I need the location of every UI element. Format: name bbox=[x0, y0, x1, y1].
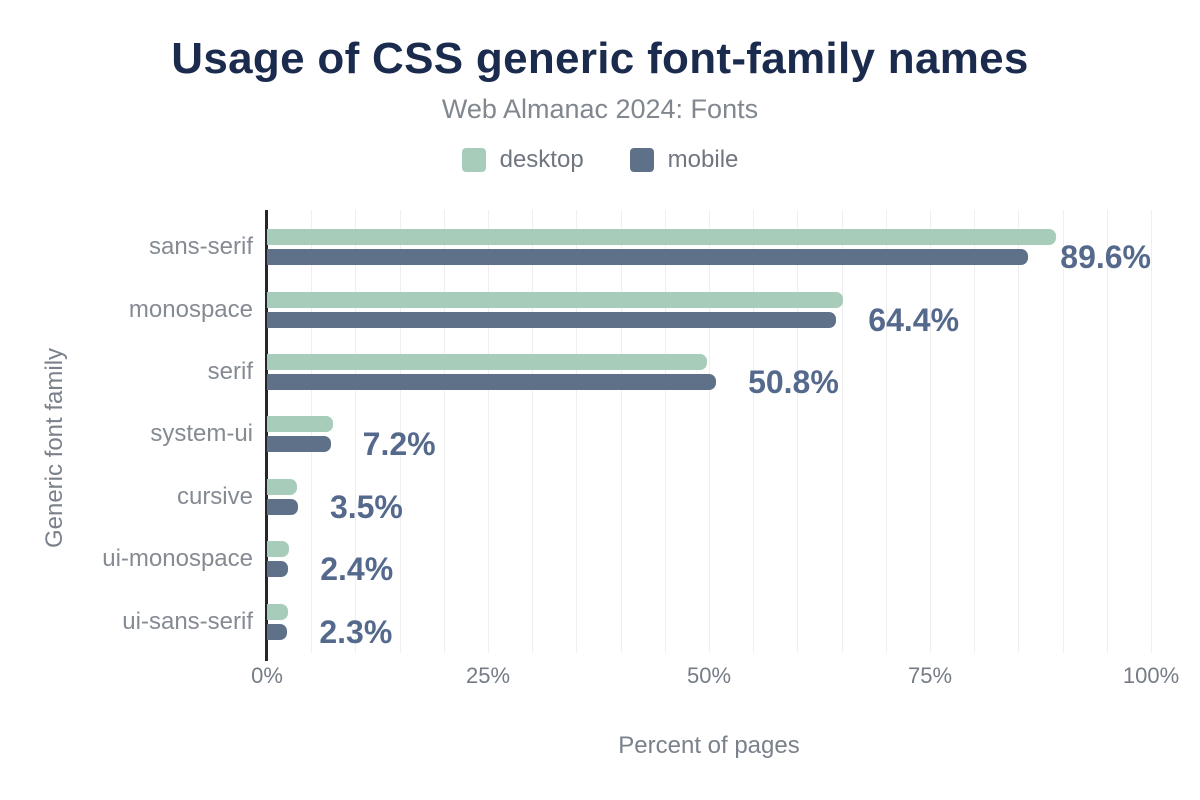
bar-mobile bbox=[267, 311, 837, 328]
bar-line-desktop bbox=[267, 416, 1151, 433]
x-axis-ticks: 0% 25% 50% 75% 100% bbox=[251, 663, 1179, 693]
bar-group: 3.5% bbox=[267, 466, 1151, 528]
bar-line-desktop bbox=[267, 229, 1151, 246]
chart-subtitle: Web Almanac 2024: Fonts bbox=[441, 94, 759, 124]
bar-rows: 89.6% 64.4% 50.8% 7.2% 3.5% 2.4% 2.3% bbox=[267, 210, 1151, 653]
bar-line-desktop bbox=[267, 603, 1151, 620]
gridline bbox=[664, 210, 666, 653]
bar-group: 2.3% bbox=[267, 591, 1151, 653]
x-tick-label: 25% bbox=[465, 663, 511, 688]
category-label: system-ui bbox=[150, 420, 253, 448]
bar-group: 89.6% bbox=[267, 216, 1151, 278]
bar-line-mobile: 3.5% bbox=[267, 491, 1151, 523]
bar-group: 50.8% bbox=[267, 341, 1151, 403]
legend-swatch-mobile bbox=[629, 148, 654, 172]
category-label: ui-monospace bbox=[102, 545, 253, 573]
value-label: 89.6% bbox=[1060, 239, 1151, 276]
gridline bbox=[930, 210, 931, 653]
bar-desktop bbox=[267, 603, 289, 620]
bar-mobile bbox=[267, 374, 717, 391]
value-label: 2.4% bbox=[320, 551, 394, 588]
bar-desktop bbox=[267, 541, 290, 558]
x-tick-label: 0% bbox=[251, 663, 283, 688]
category-label: cursive bbox=[176, 482, 253, 510]
gridline bbox=[1018, 210, 1020, 653]
legend-item-mobile: mobile bbox=[629, 146, 739, 174]
bar-line-desktop bbox=[267, 478, 1151, 495]
value-label: 50.8% bbox=[748, 364, 839, 401]
gridline bbox=[355, 210, 357, 653]
x-axis-title: Percent of pages bbox=[618, 732, 800, 759]
category-label: sans-serif bbox=[148, 233, 253, 261]
bar-group: 64.4% bbox=[267, 278, 1151, 340]
value-label: 7.2% bbox=[362, 426, 436, 463]
gridline bbox=[620, 210, 622, 653]
value-label: 64.4% bbox=[868, 301, 960, 338]
bar-desktop bbox=[267, 229, 1057, 246]
x-tick-label: 50% bbox=[686, 663, 732, 688]
bar-line-mobile: 50.8% bbox=[267, 366, 1151, 398]
legend-label: mobile bbox=[667, 146, 739, 173]
gridline bbox=[709, 210, 710, 653]
value-label: 3.5% bbox=[329, 488, 403, 525]
bar-line-mobile: 2.3% bbox=[267, 616, 1151, 648]
x-tick-label: 100% bbox=[1122, 663, 1180, 688]
bar-mobile bbox=[267, 561, 289, 578]
gridline bbox=[532, 210, 534, 653]
bar-mobile bbox=[267, 249, 1029, 266]
gridline bbox=[1062, 210, 1064, 653]
gridline bbox=[399, 210, 401, 653]
gridline bbox=[974, 210, 976, 653]
plot-area: 89.6% 64.4% 50.8% 7.2% 3.5% 2.4% 2.3% 0% 25% 50%… bbox=[251, 210, 1179, 759]
gridline bbox=[443, 210, 445, 653]
gridline bbox=[841, 210, 843, 653]
legend-label: desktop bbox=[499, 146, 584, 173]
bar-line-mobile: 89.6% bbox=[267, 241, 1151, 273]
bar-line-desktop bbox=[267, 541, 1151, 558]
gridline bbox=[797, 210, 799, 653]
chart-title: Usage of CSS generic font-family names bbox=[171, 34, 1029, 83]
gridline bbox=[885, 210, 887, 653]
bar-line-mobile: 7.2% bbox=[267, 428, 1151, 460]
bar-group: 7.2% bbox=[267, 403, 1151, 465]
category-label: serif bbox=[207, 358, 253, 386]
gridline bbox=[1106, 210, 1108, 653]
gridline bbox=[753, 210, 755, 653]
legend-swatch-desktop bbox=[461, 148, 486, 172]
bar-desktop bbox=[267, 478, 298, 495]
legend-item-desktop: desktop bbox=[461, 146, 584, 174]
bar-mobile bbox=[267, 436, 331, 453]
y-axis-line bbox=[265, 210, 268, 661]
bar-line-mobile: 2.4% bbox=[267, 553, 1151, 585]
category-label: ui-sans-serif bbox=[122, 607, 253, 635]
x-tick-label: 75% bbox=[907, 663, 953, 688]
bar-desktop bbox=[267, 354, 708, 371]
gridline bbox=[576, 210, 578, 653]
y-axis-labels: sans-serif monospace serif system-ui cursive… bbox=[0, 210, 253, 653]
value-label: 2.3% bbox=[319, 613, 393, 650]
bar-mobile bbox=[267, 623, 288, 640]
legend: desktop mobile bbox=[0, 146, 1200, 174]
bar-group: 2.4% bbox=[267, 528, 1151, 590]
bar-desktop bbox=[267, 291, 844, 308]
bar-desktop bbox=[267, 416, 334, 433]
bar-mobile bbox=[267, 498, 298, 515]
bar-line-desktop bbox=[267, 354, 1151, 371]
bar-line-desktop bbox=[267, 291, 1151, 308]
bar-line-mobile: 64.4% bbox=[267, 304, 1151, 336]
category-label: monospace bbox=[128, 295, 253, 323]
gridline bbox=[488, 210, 489, 653]
gridline bbox=[1151, 210, 1152, 653]
